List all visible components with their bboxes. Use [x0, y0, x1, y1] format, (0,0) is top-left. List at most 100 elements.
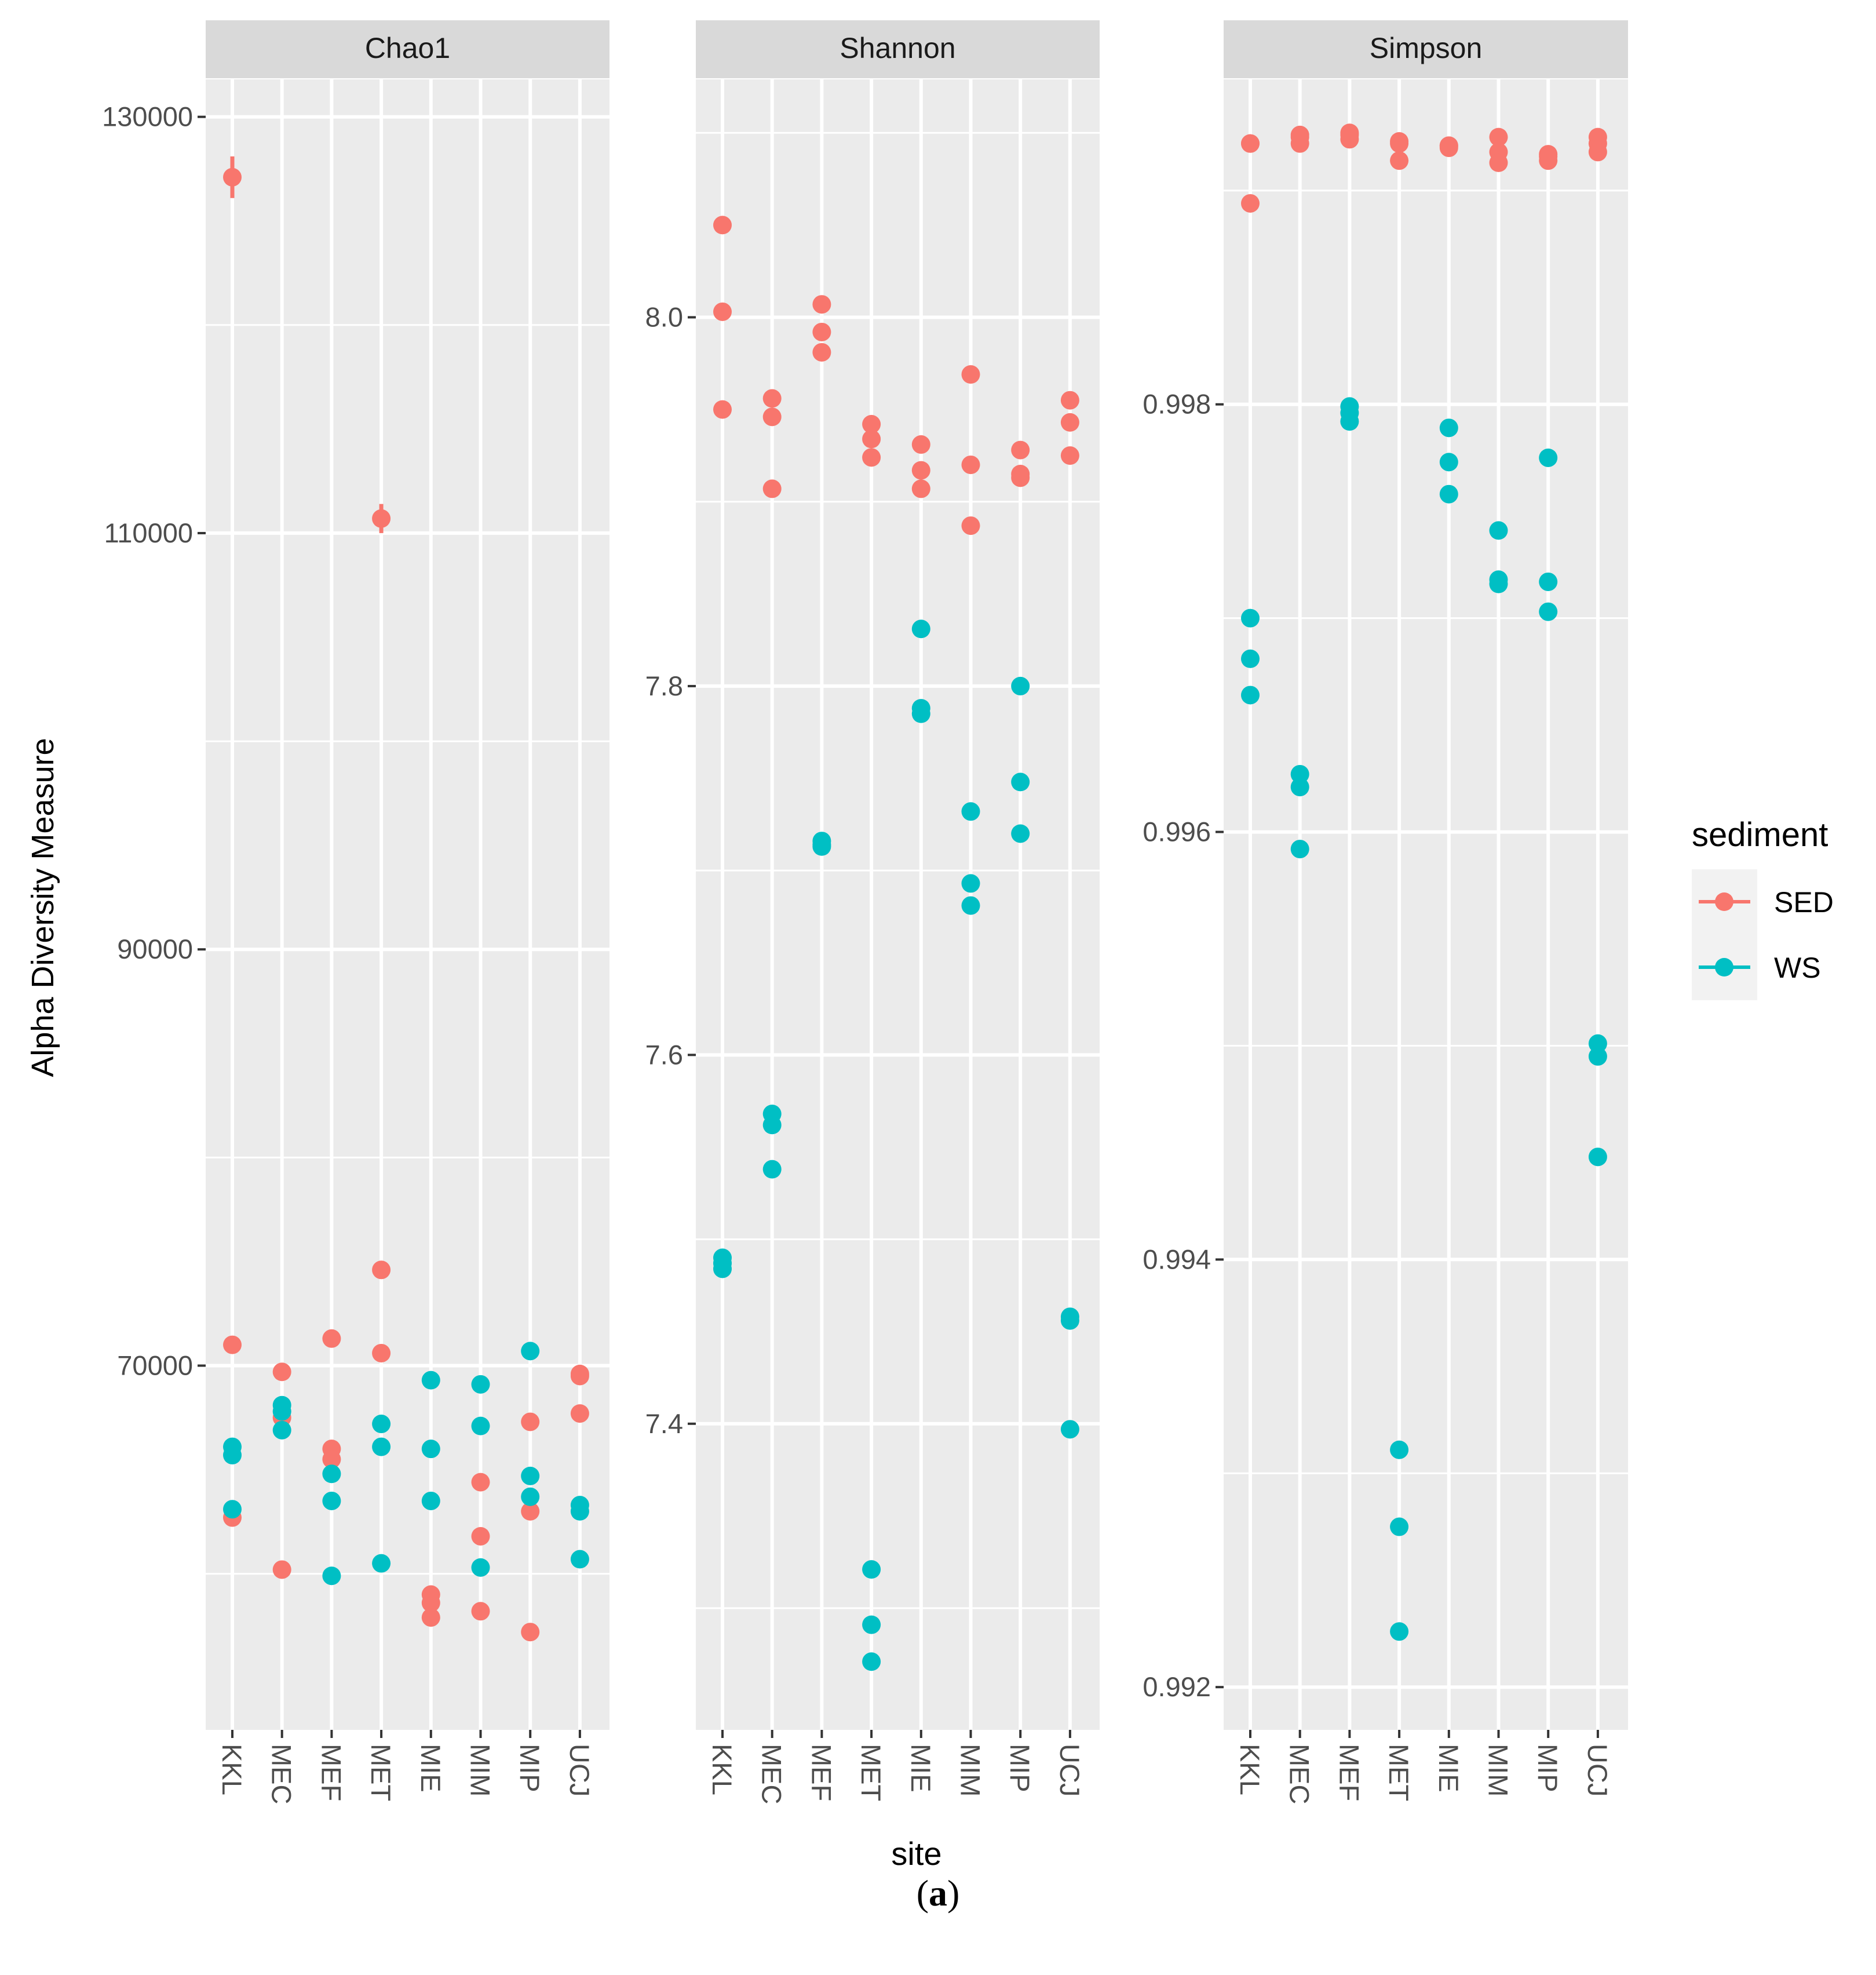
point-sed-kkl	[713, 302, 732, 321]
point-ws-mec	[1290, 778, 1309, 797]
point-ws-mie	[1439, 453, 1458, 472]
point-sed-kkl	[223, 167, 242, 187]
point-sed-mim	[961, 456, 980, 475]
point-sed-ucj	[1588, 143, 1607, 162]
strip-label: Shannon	[840, 32, 955, 64]
point-sed-mef	[812, 342, 831, 362]
point-sed-mec	[762, 479, 782, 498]
point-ws-mef	[322, 1491, 341, 1510]
point-ws-mip	[521, 1487, 540, 1506]
point-ws-met	[372, 1554, 391, 1573]
y-tick-label: 110000	[104, 518, 193, 548]
point-sed-mim	[1489, 153, 1508, 172]
point-ws-mec	[272, 1420, 291, 1440]
point-ws-ucj	[1060, 1420, 1079, 1439]
x-tick-label: MIM	[1483, 1744, 1514, 1797]
point-sed-kkl	[223, 1335, 242, 1354]
x-tick-label: MEC	[267, 1744, 297, 1804]
point-ws-mef	[812, 837, 831, 856]
point-sed-met	[1390, 134, 1409, 153]
caption-close-paren: )	[947, 1872, 960, 1914]
point-sed-mim	[471, 1602, 490, 1621]
legend-key-sed: SED	[1692, 869, 1834, 935]
point-ws-mie	[421, 1491, 440, 1510]
point-ws-kkl	[1241, 608, 1260, 628]
y-tick-label: 70000	[117, 1350, 193, 1381]
point-ws-kkl	[223, 1500, 242, 1519]
point-ws-mim	[1489, 521, 1508, 540]
point-ws-met	[372, 1415, 391, 1434]
point-ws-mip	[1539, 572, 1558, 591]
legend-key-point	[1715, 958, 1733, 976]
point-ws-mie	[911, 704, 930, 723]
point-ws-met	[862, 1615, 881, 1634]
point-ws-mec	[1290, 764, 1309, 784]
x-tick-label: KKL	[707, 1744, 738, 1795]
point-sed-mie	[911, 435, 930, 454]
point-ws-mie	[1439, 484, 1458, 504]
point-sed-met	[862, 448, 881, 467]
point-sed-mie	[1439, 136, 1458, 155]
point-ws-ucj	[1060, 1311, 1079, 1330]
point-ws-mim	[471, 1558, 490, 1577]
y-tick-label: 7.8	[645, 671, 683, 701]
panel-shannon: Shannon 7.4 7.6 7.8 8.0 KKL MEC MEF MET MIE MIM MIP…	[645, 20, 1100, 1804]
x-tick-label: KKL	[217, 1744, 247, 1795]
legend-entry-label: WS	[1774, 952, 1821, 984]
point-ws-ucj	[1588, 1147, 1607, 1167]
x-tick-label: MET	[856, 1744, 886, 1801]
point-ws-kkl	[713, 1259, 732, 1278]
point-sed-mec	[1290, 127, 1309, 147]
point-ws-mim	[961, 874, 980, 893]
y-tick-label: 7.4	[645, 1408, 683, 1439]
x-tick-label: MEC	[757, 1744, 787, 1804]
point-ws-mip	[521, 1342, 540, 1361]
point-ws-met	[862, 1560, 881, 1579]
y-tick-label: 0.992	[1143, 1671, 1211, 1702]
x-tick-label: MET	[366, 1744, 396, 1801]
point-ws-mim	[471, 1416, 490, 1435]
point-ws-mip	[521, 1466, 540, 1485]
point-sed-kkl	[1241, 134, 1260, 153]
y-tick-label: 7.6	[645, 1039, 683, 1070]
point-ws-mim	[961, 896, 980, 915]
point-sed-kkl	[713, 216, 732, 235]
point-sed-mip	[521, 1623, 540, 1642]
x-tick-label: UCJ	[1054, 1744, 1085, 1797]
panel-background	[1224, 79, 1628, 1730]
strip-background	[1224, 20, 1628, 78]
point-ws-mip	[1539, 448, 1558, 467]
point-ws-kkl	[1241, 686, 1260, 705]
point-sed-mef	[322, 1329, 341, 1348]
point-ws-mec	[1290, 840, 1309, 859]
x-tick-label: MIE	[415, 1744, 446, 1792]
point-ws-mip	[1011, 824, 1030, 843]
caption-open-paren: (	[916, 1872, 929, 1914]
panel-chao1: Chao1 70000 90000 110000 130000 KKL MEC MEF MET M…	[102, 20, 609, 1804]
point-ws-mip	[1011, 772, 1030, 792]
point-ws-kkl	[1241, 649, 1260, 668]
point-sed-mec	[272, 1560, 291, 1579]
point-sed-mec	[762, 389, 782, 408]
x-tick-label: UCJ	[1582, 1744, 1613, 1797]
legend-entry-label: SED	[1774, 886, 1834, 919]
point-ws-met	[862, 1652, 881, 1671]
y-tick-label: 0.996	[1143, 817, 1211, 847]
point-sed-mef	[1340, 125, 1359, 144]
point-sed-kkl	[1241, 194, 1260, 213]
x-tick-label: MIE	[1433, 1744, 1464, 1792]
point-sed-ucj	[570, 1404, 589, 1423]
figure-caption: (a)	[0, 1872, 1876, 1915]
point-ws-mie	[421, 1440, 440, 1459]
point-ws-met	[372, 1437, 391, 1456]
point-ws-mip	[1539, 602, 1558, 621]
x-tick-label: UCJ	[564, 1744, 595, 1797]
point-ws-mim	[471, 1375, 490, 1394]
x-tick-label: MET	[1384, 1744, 1414, 1801]
point-ws-mip	[1011, 676, 1030, 695]
x-axis-title: site	[891, 1835, 941, 1872]
point-ws-met	[1390, 1622, 1409, 1641]
x-tick-label: MIP	[1005, 1744, 1035, 1792]
point-ws-mim	[961, 802, 980, 821]
